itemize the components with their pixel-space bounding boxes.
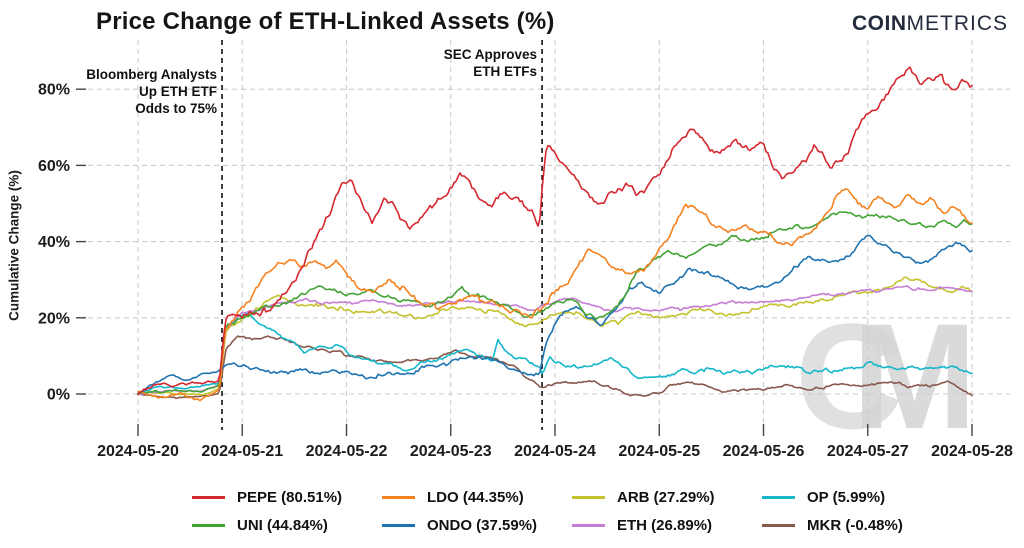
legend-swatch-pepe: [192, 496, 225, 499]
legend-swatch-arb: [572, 496, 605, 499]
legend-item-eth: ETH (26.89%): [572, 515, 762, 536]
legend-swatch-op: [762, 496, 795, 499]
series-line-op: [137, 311, 973, 395]
legend-item-arb: ARB (27.29%): [572, 487, 762, 508]
watermark-c: C: [795, 292, 903, 460]
logo-coin: COIN: [852, 12, 907, 35]
y-tick-label-20: 20%: [38, 310, 70, 327]
legend-swatch-uni: [192, 524, 225, 527]
legend-item-op: OP (5.99%): [762, 487, 952, 508]
legend-item-uni: UNI (44.84%): [192, 515, 382, 536]
x-tick-label-3: 2024-05-23: [410, 443, 492, 460]
legend-label-eth: ETH (26.89%): [617, 517, 713, 534]
x-tick-label-4: 2024-05-24: [514, 443, 596, 460]
watermark-m: M: [852, 292, 977, 460]
legend-label-mkr: MKR (-0.48%): [807, 517, 903, 534]
legend-label-arb: ARB (27.29%): [617, 489, 715, 506]
y-tick-label-80: 80%: [38, 82, 70, 99]
x-tick-label-1: 2024-05-21: [201, 443, 283, 460]
legend-label-ondo: ONDO (37.59%): [427, 517, 538, 534]
x-tick-label-5: 2024-05-25: [618, 443, 700, 460]
legend-item-mkr: MKR (-0.48%): [762, 515, 952, 536]
legend-label-uni: UNI (44.84%): [237, 517, 328, 534]
legend-label-pepe: PEPE (80.51%): [237, 489, 343, 506]
x-tick-label-2: 2024-05-22: [306, 443, 388, 460]
x-tick-label-6: 2024-05-26: [723, 443, 805, 460]
annotation-1-line-1: ETH ETFs: [473, 64, 537, 79]
legend-swatch-eth: [572, 524, 605, 527]
price-chart: CM 0% 20% 40% 60% 80% 2024-05-20 2024-05-21 2024…: [38, 40, 1013, 460]
series-line-uni: [137, 211, 973, 395]
legend-swatch-ldo: [382, 496, 415, 499]
legend-label-ldo: LDO (44.35%): [427, 489, 524, 506]
series-line-mkr: [137, 335, 973, 400]
annotation-0-line-1: Up ETH ETF: [139, 84, 217, 99]
series-line-ldo: [137, 188, 973, 402]
coinmetrics-logo: COINMETRICS: [852, 12, 1008, 36]
logo-metrics: METRICS: [906, 12, 1008, 35]
y-tick-label-60: 60%: [38, 158, 70, 175]
x-tick-label-8: 2024-05-28: [931, 443, 1013, 460]
annotation-1-line-0: SEC Approves: [444, 47, 537, 62]
annotation-0-line-0: Bloomberg Analysts: [86, 67, 217, 82]
x-tick-label-0: 2024-05-20: [97, 443, 179, 460]
legend-label-op: OP (5.99%): [807, 489, 886, 506]
series-line-ondo: [137, 234, 973, 396]
y-tick-label-40: 40%: [38, 234, 70, 251]
legend-item-pepe: PEPE (80.51%): [192, 487, 382, 508]
chart-legend: PEPE (80.51%) LDO (44.35%) ARB (27.29%) OP …: [192, 487, 932, 536]
legend-item-ondo: ONDO (37.59%): [382, 515, 572, 536]
chart-title: Price Change of ETH-Linked Assets (%): [96, 8, 555, 35]
legend-swatch-ondo: [382, 524, 415, 527]
y-tick-label-0: 0%: [47, 387, 70, 404]
series-line-pepe: [137, 66, 973, 396]
series-line-arb: [137, 276, 973, 396]
x-tick-label-7: 2024-05-27: [827, 443, 909, 460]
legend-swatch-mkr: [762, 524, 795, 527]
annotation-0-line-2: Odds to 75%: [135, 101, 217, 116]
legend-item-ldo: LDO (44.35%): [382, 487, 572, 508]
